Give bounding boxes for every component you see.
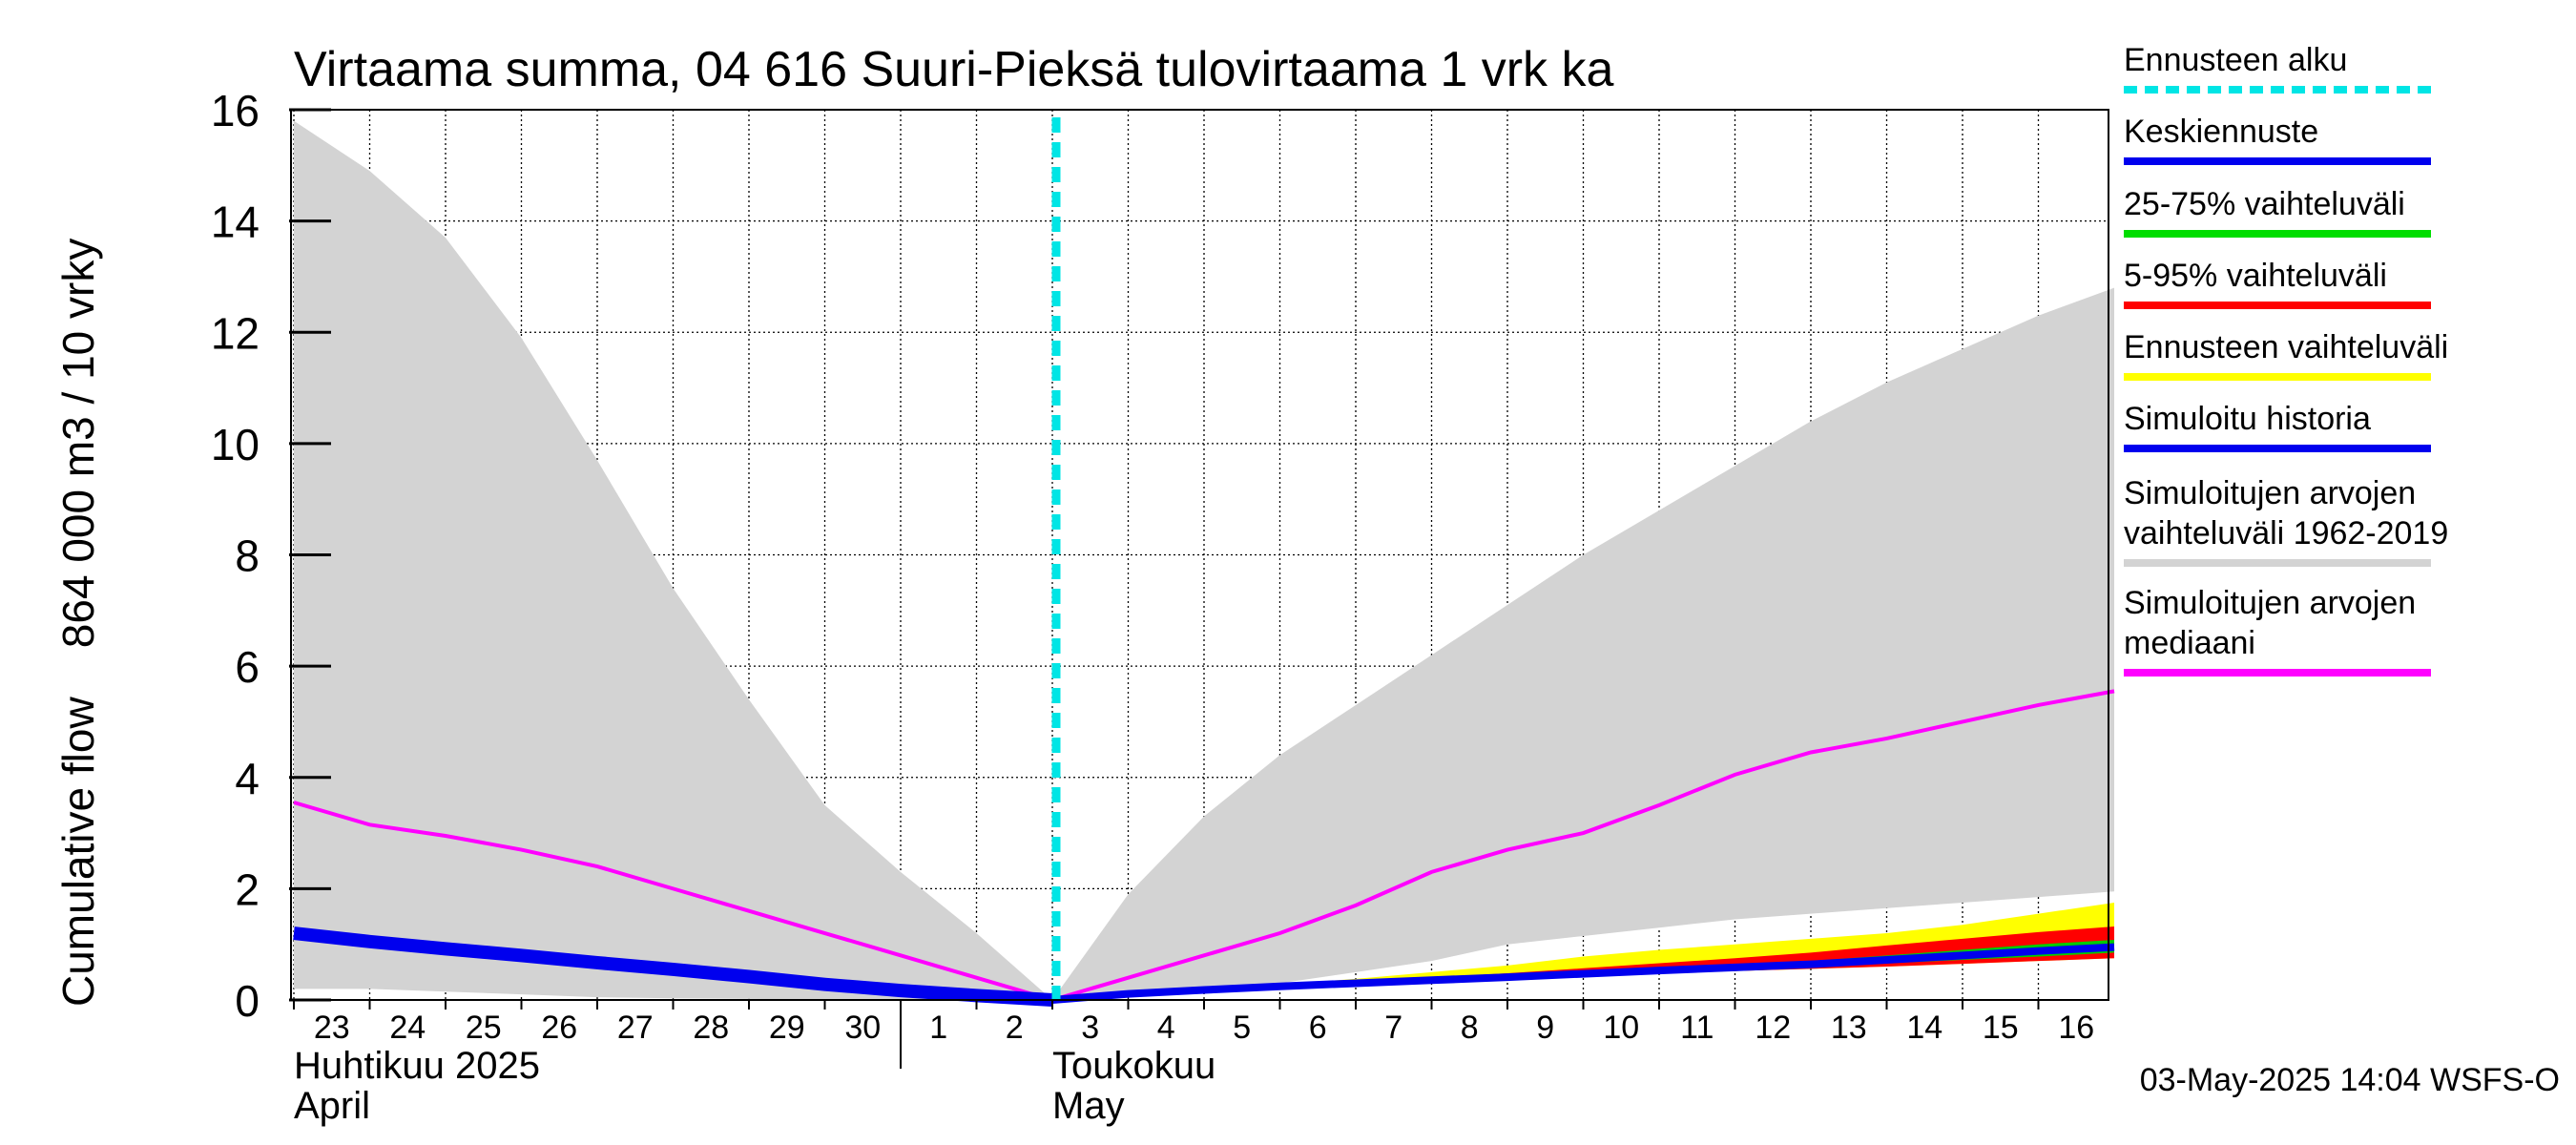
x-tick-label: 26 xyxy=(541,1010,577,1046)
mean-forecast-line xyxy=(1051,943,2115,1004)
x-tick-label: 28 xyxy=(693,1010,729,1046)
hist-range-area xyxy=(294,120,2114,1001)
x-tick-label: 2 xyxy=(1006,1010,1024,1046)
x-tick-label: 27 xyxy=(617,1010,654,1046)
x-tick-label: 29 xyxy=(769,1010,805,1046)
month-label-en: May xyxy=(1052,1085,1125,1127)
legend: Ennusteen alku Keskiennuste 25-75% vaihtel… xyxy=(2124,42,2448,677)
legend-label: Keskiennuste xyxy=(2124,114,2318,150)
x-tick-label: 1 xyxy=(929,1010,947,1046)
y-axis-label: Cumulative flow 864 000 m3 / 10 vrky xyxy=(53,239,103,1007)
y-tick-label: 4 xyxy=(235,754,260,803)
month-label-fi: Huhtikuu 2025 xyxy=(294,1045,540,1087)
month-label-en: April xyxy=(294,1085,370,1127)
x-tick-label: 9 xyxy=(1536,1010,1554,1046)
footer-timestamp: 03-May-2025 14:04 WSFS-O xyxy=(2140,1062,2560,1098)
x-tick-label: 11 xyxy=(1680,1010,1714,1046)
plot-area xyxy=(290,109,2115,1007)
legend-label: 25-75% vaihteluväli xyxy=(2124,186,2405,222)
x-tick-label: 13 xyxy=(1831,1010,1867,1046)
lines xyxy=(293,117,2115,1007)
legend-label: Simuloitu historia xyxy=(2124,401,2371,437)
x-axis: 23 24 25 26 27 28 29 30 1 2 3 4 5 6 7 8 9 10 11 12 13 14 15 16 xyxy=(293,1000,2094,1069)
x-tick-label: 8 xyxy=(1461,1010,1479,1046)
y-tick-label: 6 xyxy=(235,642,260,692)
month-label-fi: Toukokuu xyxy=(1052,1045,1215,1087)
x-tick-label: 6 xyxy=(1309,1010,1327,1046)
x-tick-label: 3 xyxy=(1081,1010,1099,1046)
legend-label: Simuloitujen arvojen xyxy=(2124,475,2416,511)
y-tick-label: 8 xyxy=(235,531,260,581)
simulated-history-line xyxy=(293,926,1053,1007)
x-tick-label: 7 xyxy=(1384,1010,1402,1046)
x-tick-label: 14 xyxy=(1906,1010,1942,1046)
legend-label: 5-95% vaihteluväli xyxy=(2124,258,2387,294)
x-tick-label: 25 xyxy=(466,1010,502,1046)
x-tick-label: 16 xyxy=(2058,1010,2094,1046)
median-line xyxy=(293,689,2115,1003)
x-tick-label: 10 xyxy=(1603,1010,1639,1046)
x-tick-label: 15 xyxy=(1983,1010,2019,1046)
y-tick-label: 2 xyxy=(235,864,260,914)
x-tick-label: 24 xyxy=(389,1010,426,1046)
y-tick-label: 0 xyxy=(235,976,260,1026)
chart-title: Virtaama summa, 04 616 Suuri-Pieksä tulo… xyxy=(294,42,1613,97)
y-tick-label: 12 xyxy=(211,308,260,358)
legend-label: vaihteluväli 1962-2019 xyxy=(2124,515,2448,552)
x-tick-label: 12 xyxy=(1755,1010,1791,1046)
y-axis: 0 2 4 6 8 10 12 14 16 xyxy=(211,86,331,1026)
legend-label: Ennusteen vaihteluväli xyxy=(2124,329,2448,365)
x-tick-label: 30 xyxy=(844,1010,881,1046)
x-tick-label: 23 xyxy=(314,1010,350,1046)
y-tick-label: 14 xyxy=(211,198,260,247)
legend-label: Ennusteen alku xyxy=(2124,42,2347,78)
x-tick-label: 5 xyxy=(1233,1010,1251,1046)
legend-label: Simuloitujen arvojen xyxy=(2124,585,2416,621)
y-tick-label: 10 xyxy=(211,420,260,469)
x-tick-label: 4 xyxy=(1157,1010,1175,1046)
legend-label: mediaani xyxy=(2124,625,2255,661)
y-tick-label: 16 xyxy=(211,86,260,135)
